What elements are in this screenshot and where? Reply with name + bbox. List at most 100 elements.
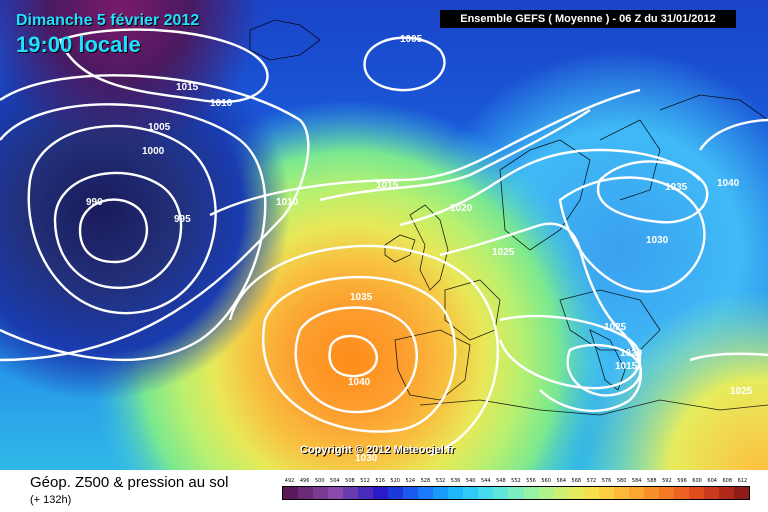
isobar-label: 1020 bbox=[450, 203, 473, 214]
scale-swatch bbox=[733, 487, 749, 499]
isobar-1025-central bbox=[439, 222, 643, 413]
scale-label: 580 bbox=[616, 478, 627, 484]
isobar-1020-se bbox=[498, 314, 642, 390]
scale-label: 524 bbox=[405, 478, 416, 484]
isobar-label: 1025 bbox=[604, 322, 627, 333]
isobar-high-1035 bbox=[294, 306, 419, 414]
scale-swatch bbox=[703, 487, 719, 499]
scale-swatch bbox=[538, 487, 554, 499]
scale-swatch bbox=[643, 487, 659, 499]
scale-swatch bbox=[373, 487, 389, 499]
isobar-label: 1010 bbox=[276, 197, 299, 208]
forecast-date: Dimanche 5 février 2012 bbox=[16, 12, 200, 29]
scale-swatch bbox=[433, 487, 449, 499]
isobar-high-1040 bbox=[328, 334, 379, 378]
forecast-lead-time: (+ 132h) bbox=[30, 494, 72, 506]
isobar-1035-east bbox=[596, 160, 709, 224]
scale-swatch bbox=[388, 487, 404, 499]
scale-swatch bbox=[568, 487, 584, 499]
scale-label: 532 bbox=[435, 478, 446, 484]
scale-swatch bbox=[658, 487, 674, 499]
isobar-1030-east bbox=[558, 176, 706, 293]
scale-label: 544 bbox=[480, 478, 491, 484]
isobar-label: 995 bbox=[174, 214, 191, 225]
isobar-label: 1030 bbox=[646, 235, 669, 246]
scale-swatch bbox=[403, 487, 419, 499]
scale-swatch bbox=[598, 487, 614, 499]
scale-swatch bbox=[313, 487, 329, 499]
scale-swatch bbox=[418, 487, 434, 499]
isobar-label: 990 bbox=[86, 197, 103, 208]
isobar-label: 1020 bbox=[620, 348, 643, 359]
model-run-banner: Ensemble GEFS ( Moyenne ) - 06 Z du 31/0… bbox=[440, 10, 736, 28]
scale-swatch bbox=[613, 487, 629, 499]
scale-label: 560 bbox=[541, 478, 551, 484]
scale-label: 608 bbox=[722, 478, 733, 484]
scale-label: 572 bbox=[586, 478, 597, 484]
isobar-label: 1035 bbox=[665, 182, 688, 193]
scale-swatch bbox=[718, 487, 734, 499]
scale-swatch bbox=[493, 487, 509, 499]
scale-swatch bbox=[448, 487, 464, 499]
scale-label: 576 bbox=[601, 478, 612, 484]
scale-label: 540 bbox=[465, 478, 476, 484]
isobar-low-1010 bbox=[0, 74, 310, 362]
legend-footer: Géop. Z500 & pression au sol (+ 132h) 49… bbox=[0, 470, 768, 512]
isobar-label: 1040 bbox=[717, 178, 740, 189]
isobar-1010-mid bbox=[209, 88, 641, 217]
polar-field bbox=[0, 0, 768, 470]
scale-label: 520 bbox=[390, 478, 400, 484]
isobar-label: 1015 bbox=[176, 82, 199, 93]
scale-label: 600 bbox=[692, 478, 702, 484]
isobar-1015-mid bbox=[319, 109, 591, 202]
isobar-label: 1000 bbox=[142, 146, 165, 157]
scale-label: 584 bbox=[631, 478, 642, 484]
scale-swatch bbox=[283, 487, 299, 499]
scale-label: 548 bbox=[496, 478, 506, 484]
coastlines bbox=[249, 19, 768, 416]
forecast-time: 19:00 locale bbox=[16, 32, 141, 57]
scale-swatch bbox=[688, 487, 704, 499]
isobar-labels: 1005 1015 1010 1005 1000 990 995 1010 10… bbox=[86, 34, 753, 464]
scale-swatch bbox=[463, 487, 479, 499]
scale-swatch bbox=[298, 487, 314, 499]
scale-swatch bbox=[583, 487, 599, 499]
isobar-1025-se bbox=[689, 352, 768, 362]
isobar-label: 1010 bbox=[210, 98, 233, 109]
scale-label: 552 bbox=[511, 478, 521, 484]
isobar-1040-east bbox=[699, 118, 768, 151]
isobar-low-1000 bbox=[27, 124, 217, 315]
scale-label: 604 bbox=[707, 478, 717, 484]
scale-swatch bbox=[673, 487, 689, 499]
isobar-high-1030 bbox=[262, 275, 457, 433]
isobar-label: 1015 bbox=[615, 361, 638, 372]
scale-label: 500 bbox=[314, 478, 325, 484]
isobar-label: 1030 bbox=[355, 453, 378, 464]
scale-swatch bbox=[553, 487, 569, 499]
scale-label: 592 bbox=[662, 478, 672, 484]
scale-swatch bbox=[358, 487, 374, 499]
scale-label: 568 bbox=[571, 478, 582, 484]
copyright-notice: Copyright © 2012 Meteociel.fr bbox=[300, 444, 455, 456]
scale-swatch bbox=[628, 487, 644, 499]
geopotential-color-scale: 492 496 500 504 508 512 516 520 524 528 532 536 540 5… bbox=[282, 478, 750, 500]
isobar-label: 1040 bbox=[348, 377, 371, 388]
scale-label: 564 bbox=[556, 478, 566, 484]
scale-label: 588 bbox=[647, 478, 657, 484]
scale-label: 492 bbox=[284, 478, 295, 484]
color-scale-swatches bbox=[282, 486, 750, 500]
scale-swatch bbox=[478, 487, 494, 499]
scale-label: 528 bbox=[420, 478, 431, 484]
isobar-high-1025 bbox=[228, 244, 499, 457]
isobar-1020 bbox=[399, 148, 701, 227]
forecast-map: 1005 1015 1010 1005 1000 990 995 1010 10… bbox=[0, 0, 768, 470]
scale-swatch bbox=[343, 487, 359, 499]
isobar-label: 1005 bbox=[400, 34, 423, 45]
scale-label: 516 bbox=[375, 478, 385, 484]
isobar-low-990 bbox=[78, 198, 149, 264]
isobar-label: 1025 bbox=[730, 386, 753, 397]
color-scale-labels: 492 496 500 504 508 512 516 520 524 528 532 536 540 5… bbox=[282, 478, 750, 484]
isobar-1005-north bbox=[363, 36, 446, 92]
scale-label: 508 bbox=[345, 478, 355, 484]
